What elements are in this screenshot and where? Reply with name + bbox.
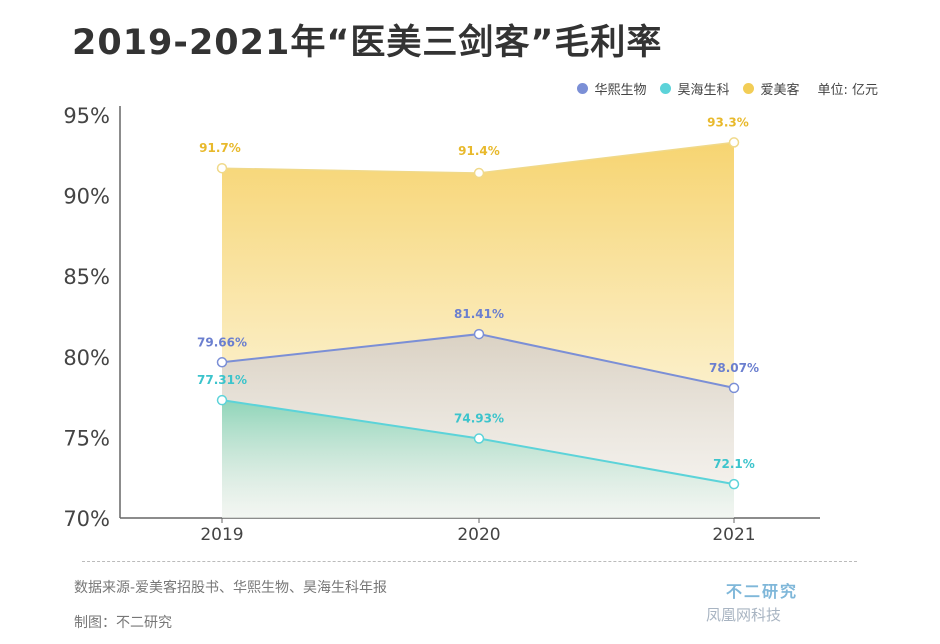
area-haohai (222, 400, 734, 518)
point-huaxi (728, 382, 740, 394)
data-label-haohai: 72.1% (713, 457, 755, 471)
data-label-huaxi: 78.07% (709, 361, 759, 375)
y-tick-label: 95% (63, 104, 110, 128)
footer-divider (82, 561, 857, 562)
x-tick-label: 2021 (712, 525, 755, 545)
legend-dot-aimeike (743, 83, 755, 94)
x-tick-label: 2020 (457, 525, 500, 545)
legend-label-aimeike: 爱美客 (760, 83, 800, 98)
point-haohai (728, 478, 740, 490)
watermark-text: 凤凰网科技 (706, 606, 782, 624)
legend-item-haohai: 昊海生科 (660, 79, 729, 98)
point-aimeike (216, 162, 228, 174)
chart-title: 2019-2021年“医美三剑客”毛利率 (72, 23, 663, 63)
chart-maker-note: 制图：不二研究 (74, 615, 172, 631)
x-tick-label: 2019 (200, 525, 243, 545)
data-label-aimeike: 93.3% (707, 115, 749, 129)
data-label-haohai: 74.93% (454, 412, 504, 426)
data-source-note: 数据来源-爱美客招股书、华熙生物、昊海生科年报 (74, 580, 388, 596)
legend-item-huaxi: 华熙生物 (577, 79, 646, 98)
data-label-aimeike: 91.4% (458, 144, 500, 158)
point-haohai (473, 433, 485, 444)
data-label-huaxi: 81.41% (454, 307, 504, 321)
area-chart: 70% 75% 80% 85% 90% 95% 2019 2020 2021 91.7% 91.4… (63, 104, 820, 545)
y-tick-label: 75% (63, 426, 110, 450)
unit-label: 单位: 亿元 (817, 83, 878, 98)
legend-item-aimeike: 爱美客 (743, 79, 799, 98)
y-tick-label: 80% (63, 346, 110, 370)
legend-label-haohai: 昊海生科 (677, 83, 730, 98)
brand-logo-text: 不二研究 (726, 582, 799, 601)
data-label-haohai: 77.31% (197, 373, 247, 387)
chart-legend: 华熙生物 昊海生科 爱美客 单位: 亿元 (563, 79, 878, 98)
legend-label-huaxi: 华熙生物 (594, 83, 647, 98)
legend-dot-haohai (660, 83, 672, 94)
y-tick-label: 90% (63, 185, 110, 209)
data-label-huaxi: 79.66% (197, 335, 247, 349)
point-haohai (216, 394, 228, 406)
point-aimeike (473, 167, 485, 179)
y-tick-label: 70% (63, 507, 110, 531)
point-huaxi (216, 357, 228, 368)
data-label-aimeike: 91.7% (199, 141, 241, 155)
legend-dot-huaxi (577, 83, 589, 94)
area-aimeike (222, 142, 734, 388)
y-tick-label: 85% (63, 265, 110, 289)
point-huaxi (473, 328, 485, 340)
point-aimeike (728, 137, 740, 148)
